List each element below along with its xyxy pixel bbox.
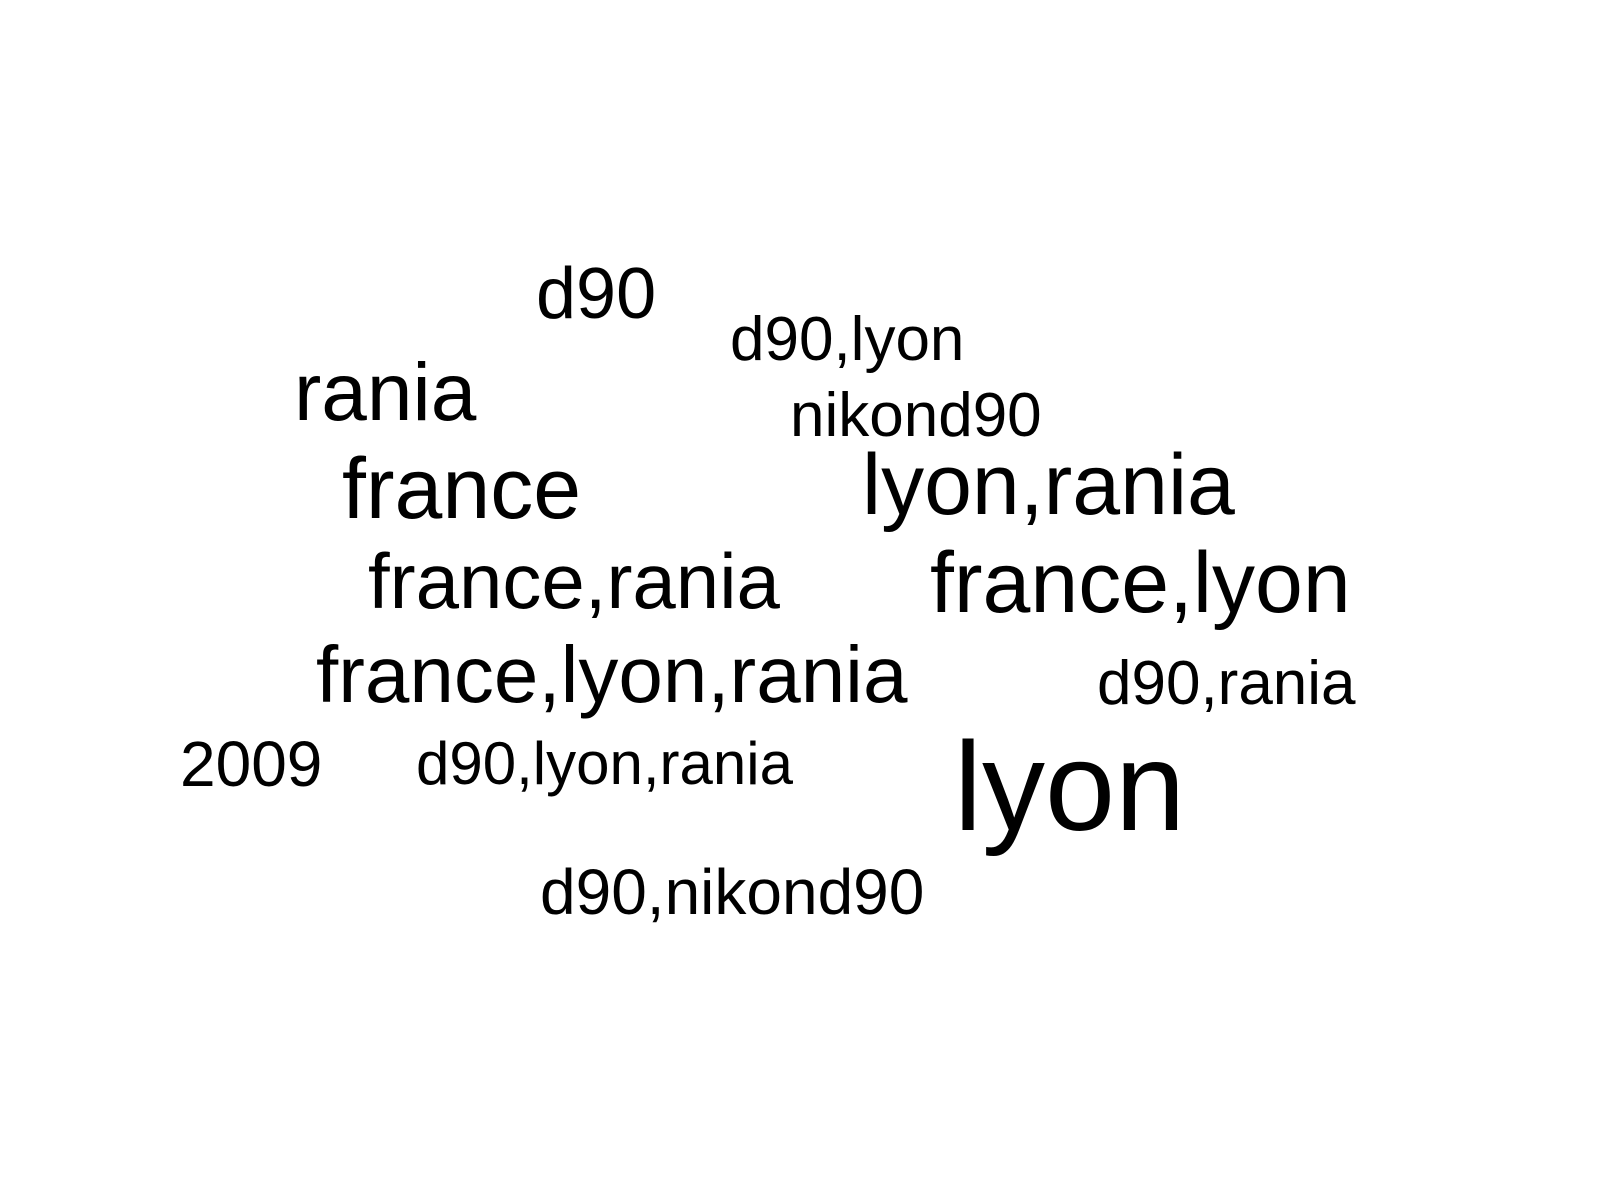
word-nikond90: nikond90 bbox=[790, 381, 1042, 450]
word-rania: rania bbox=[294, 347, 477, 438]
word-france-lyon-rania: france,lyon,rania bbox=[316, 630, 908, 719]
word-france-lyon: france,lyon bbox=[930, 535, 1351, 631]
word-2009: 2009 bbox=[180, 728, 322, 800]
word-france: france bbox=[342, 441, 581, 537]
word-france-rania: france,rania bbox=[368, 537, 781, 625]
word-lyon-rania: lyon,rania bbox=[862, 437, 1235, 533]
word-d90-lyon-rania: d90,lyon,rania bbox=[416, 730, 794, 797]
word-d90: d90 bbox=[536, 254, 656, 334]
word-d90-nikond90: d90,nikond90 bbox=[540, 856, 924, 928]
word-d90-rania: d90,rania bbox=[1097, 649, 1356, 718]
word-lyon: lyon bbox=[954, 716, 1185, 857]
word-d90-lyon: d90,lyon bbox=[730, 305, 964, 374]
